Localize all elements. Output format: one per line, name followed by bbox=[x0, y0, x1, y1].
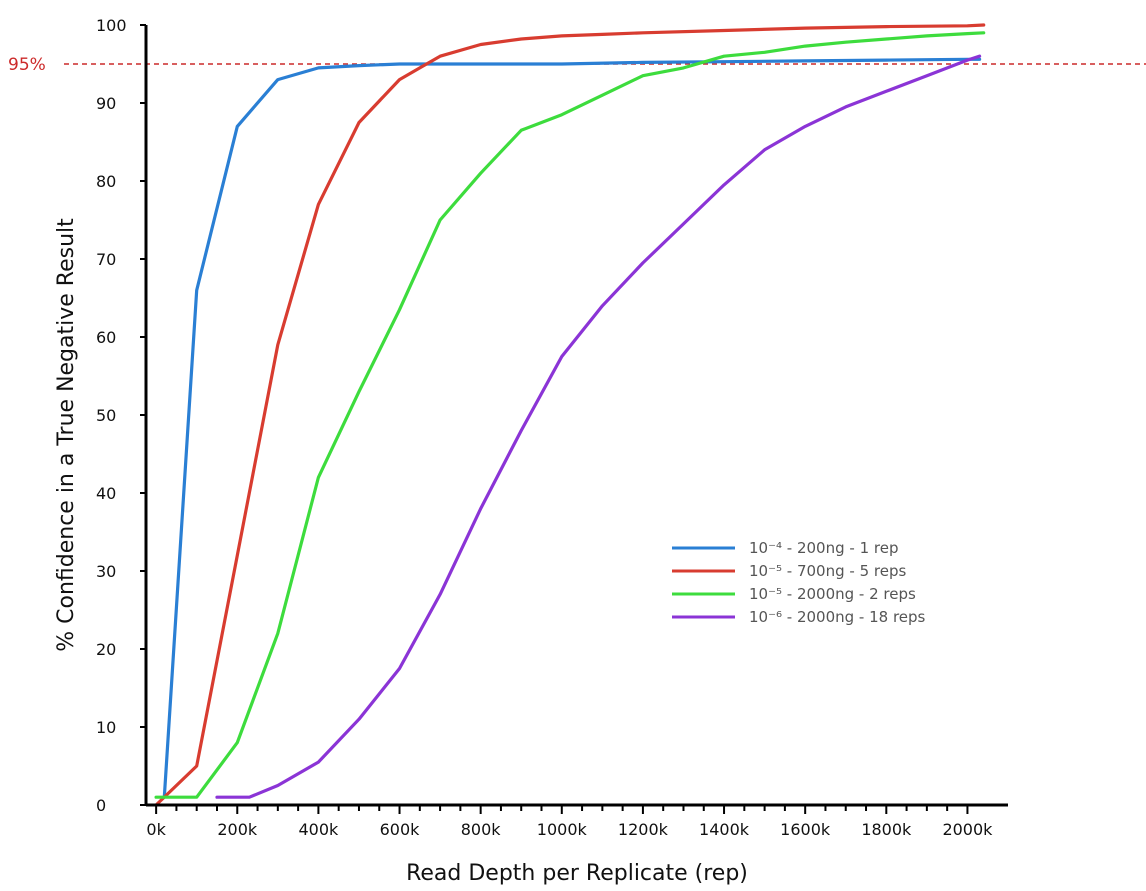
x-tick-label: 1600k bbox=[780, 820, 831, 839]
legend-entry-label: 10⁻⁵ - 2000ng - 2 reps bbox=[749, 585, 916, 603]
reference-line-label: 95% bbox=[8, 55, 46, 75]
series-layer bbox=[154, 23, 986, 807]
y-tick-layer: 0 10 20 30 40 50 60 70 80 90 100 bbox=[96, 16, 146, 815]
legend-entry-label: 10⁻⁶ - 2000ng - 18 reps bbox=[749, 608, 926, 626]
axes-layer bbox=[144, 25, 1008, 807]
y-tick-label: 20 bbox=[96, 640, 116, 659]
x-tick-label: 600k bbox=[380, 820, 421, 839]
y-tick-label: 60 bbox=[96, 328, 116, 347]
y-tick-label: 90 bbox=[96, 94, 116, 113]
series-line bbox=[162, 57, 982, 799]
y-tick-label: 100 bbox=[96, 16, 127, 35]
y-tick-label: 30 bbox=[96, 562, 116, 581]
legend: 10⁻⁴ - 200ng - 1 rep 10⁻⁵ - 700ng - 5 rep… bbox=[672, 539, 926, 626]
x-tick-label: 1000k bbox=[537, 820, 588, 839]
legend-entry-label: 10⁻⁴ - 200ng - 1 rep bbox=[749, 539, 898, 557]
x-tick-label: 1400k bbox=[699, 820, 750, 839]
y-tick-label: 50 bbox=[96, 406, 116, 425]
y-tick-label: 0 bbox=[96, 796, 106, 815]
x-tick-label: 0k bbox=[146, 820, 166, 839]
x-axis-title: Read Depth per Replicate (rep) bbox=[406, 861, 748, 886]
y-tick-label: 40 bbox=[96, 484, 116, 503]
y-tick-label: 80 bbox=[96, 172, 116, 191]
x-tick-label: 800k bbox=[461, 820, 502, 839]
y-axis-title: % Confidence in a True Negative Result bbox=[54, 218, 79, 652]
series-line bbox=[215, 54, 982, 799]
x-tick-label: 1800k bbox=[861, 820, 912, 839]
x-tick-label: 1200k bbox=[618, 820, 669, 839]
y-tick-label: 70 bbox=[96, 250, 116, 269]
x-tick-label: 200k bbox=[217, 820, 258, 839]
series-line bbox=[154, 23, 986, 807]
y-tick-label: 10 bbox=[96, 718, 116, 737]
x-tick-layer: 0k 200k 400k 600k 800k 1000k 1200k 1400k 1600k 18… bbox=[146, 805, 993, 839]
x-tick-label: 400k bbox=[298, 820, 339, 839]
x-tick-label: 2000k bbox=[942, 820, 993, 839]
legend-entry-label: 10⁻⁵ - 700ng - 5 reps bbox=[749, 562, 906, 580]
series-line bbox=[154, 31, 986, 799]
